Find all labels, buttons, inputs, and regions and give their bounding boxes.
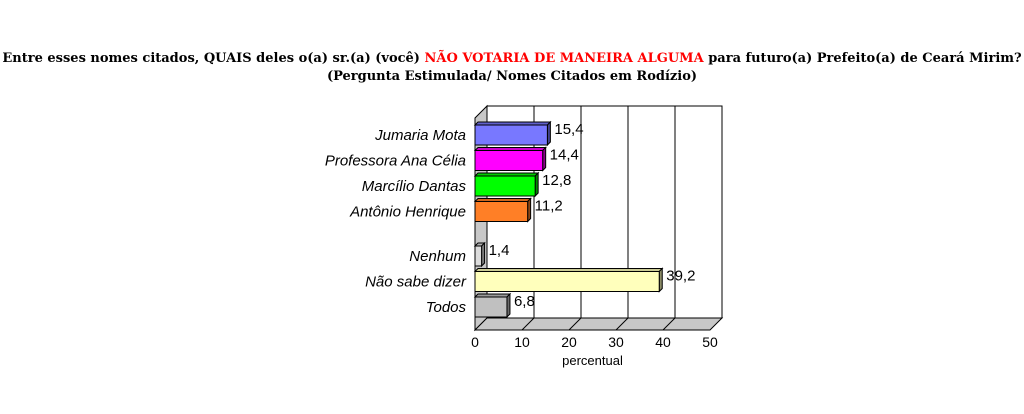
chart-bars <box>473 120 664 319</box>
category-label: Marcílio Dantas <box>362 178 467 195</box>
gridline <box>521 317 535 331</box>
x-tick-label: 30 <box>608 334 624 350</box>
x-tick-label: 10 <box>514 334 530 350</box>
category-label: Antônio Henrique <box>349 204 466 221</box>
value-label: 6,8 <box>514 293 535 310</box>
gridline <box>568 317 582 331</box>
x-tick-label: 40 <box>655 334 671 350</box>
title-part-1: Entre esses nomes citados, QUAIS deles o… <box>2 51 420 66</box>
value-label: 11,2 <box>535 198 563 215</box>
category-label: Nenhum <box>409 248 466 265</box>
gridline <box>615 317 629 331</box>
category-label: Não sabe dizer <box>365 274 467 291</box>
category-label: Professora Ana Célia <box>325 153 466 170</box>
bar <box>474 124 548 146</box>
bar <box>474 175 536 197</box>
title-highlight: NÃO VOTARIA DE MANEIRA ALGUMA <box>424 51 704 66</box>
value-label: 12,8 <box>542 172 571 189</box>
title-part-2: para futuro(a) Prefeito(a) de Ceará Miri… <box>708 51 1022 66</box>
x-axis: 0 10 20 30 40 50 percentual <box>471 334 718 368</box>
title-line-2: (Pergunta Estimulada/ Nomes Citados em R… <box>326 69 698 84</box>
value-label: 14,4 <box>550 147 579 164</box>
value-label: 39,2 <box>666 268 695 285</box>
bar <box>474 245 483 267</box>
chart-title: Entre esses nomes citados, QUAIS deles o… <box>0 50 1024 86</box>
bar <box>474 150 544 171</box>
category-label: Jumaria Mota <box>374 127 466 144</box>
bar <box>474 296 508 318</box>
title-line-1: Entre esses nomes citados, QUAIS deles o… <box>0 50 1024 68</box>
gridline <box>662 317 676 331</box>
bar <box>474 271 660 292</box>
x-axis-title: percentual <box>562 353 623 368</box>
x-tick-label: 0 <box>471 334 479 350</box>
chart-labels: 15,4 Jumaria Mota 14,4 Professora Ana Célia… <box>325 121 696 316</box>
value-label: 15,4 <box>554 121 583 138</box>
floor <box>473 317 724 331</box>
x-tick-label: 50 <box>702 334 718 350</box>
value-label: 1,4 <box>489 242 510 259</box>
bar <box>474 201 529 222</box>
category-label: Todos <box>426 299 467 316</box>
x-tick-label: 20 <box>561 334 577 350</box>
